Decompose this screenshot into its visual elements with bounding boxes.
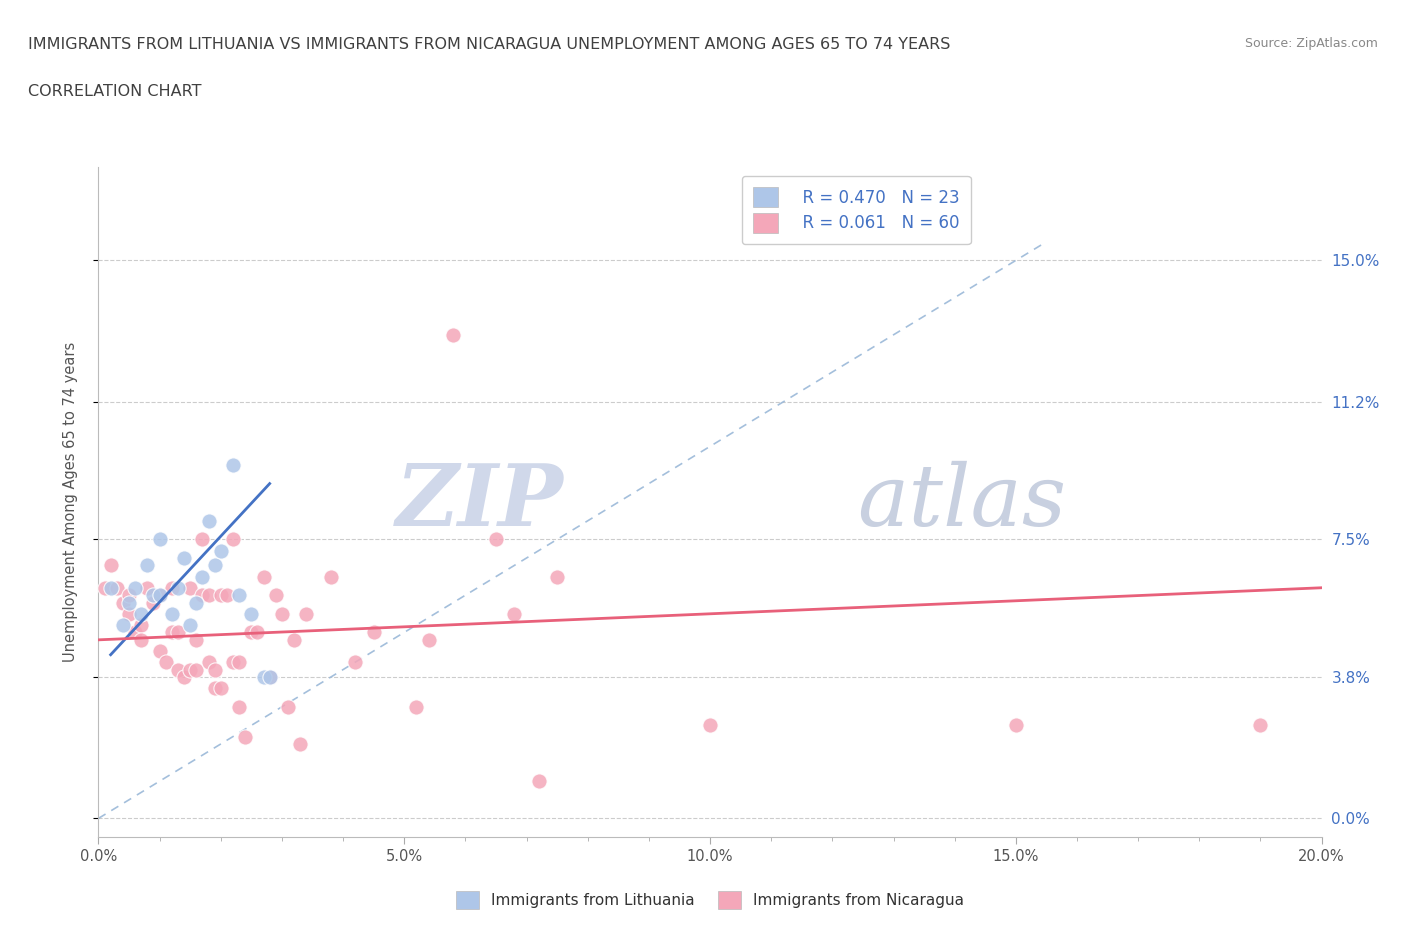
Point	[264, 588, 287, 603]
Point	[1004, 718, 1026, 733]
Point	[118, 588, 141, 603]
Point	[699, 718, 721, 733]
Point	[246, 625, 269, 640]
Point	[240, 606, 263, 621]
Point	[142, 595, 165, 610]
Point	[1249, 718, 1271, 733]
Point	[179, 618, 201, 632]
Point	[111, 618, 134, 632]
Point	[167, 580, 190, 595]
Point	[100, 580, 122, 595]
Point	[277, 699, 299, 714]
Point	[233, 729, 256, 744]
Point	[295, 606, 318, 621]
Point	[136, 558, 159, 573]
Y-axis label: Unemployment Among Ages 65 to 74 years: Unemployment Among Ages 65 to 74 years	[63, 342, 77, 662]
Point	[215, 588, 238, 603]
Point	[124, 580, 146, 595]
Point	[197, 588, 219, 603]
Text: CORRELATION CHART: CORRELATION CHART	[28, 84, 201, 99]
Point	[111, 595, 134, 610]
Point	[191, 569, 214, 584]
Point	[136, 580, 159, 595]
Point	[191, 588, 214, 603]
Point	[222, 655, 245, 670]
Point	[93, 580, 115, 595]
Text: ZIP: ZIP	[395, 460, 564, 544]
Point	[197, 513, 219, 528]
Point	[149, 588, 172, 603]
Point	[160, 625, 183, 640]
Point	[129, 606, 152, 621]
Point	[527, 774, 550, 789]
Text: IMMIGRANTS FROM LITHUANIA VS IMMIGRANTS FROM NICARAGUA UNEMPLOYMENT AMONG AGES 6: IMMIGRANTS FROM LITHUANIA VS IMMIGRANTS …	[28, 37, 950, 52]
Point	[173, 670, 195, 684]
Point	[405, 699, 427, 714]
Point	[204, 681, 226, 696]
Point	[240, 625, 263, 640]
Point	[259, 670, 281, 684]
Point	[290, 737, 312, 751]
Point	[503, 606, 526, 621]
Point	[418, 632, 440, 647]
Point	[270, 606, 292, 621]
Point	[129, 632, 152, 647]
Point	[441, 327, 464, 342]
Point	[179, 580, 201, 595]
Point	[167, 662, 190, 677]
Point	[546, 569, 568, 584]
Point	[155, 655, 177, 670]
Text: atlas: atlas	[856, 461, 1066, 543]
Point	[283, 632, 305, 647]
Point	[228, 655, 250, 670]
Point	[186, 595, 208, 610]
Point	[118, 595, 141, 610]
Point	[149, 532, 172, 547]
Point	[129, 618, 152, 632]
Point	[160, 580, 183, 595]
Point	[485, 532, 508, 547]
Point	[167, 625, 190, 640]
Point	[100, 558, 122, 573]
Point	[149, 588, 172, 603]
Point	[252, 670, 274, 684]
Point	[124, 625, 146, 640]
Point	[173, 551, 195, 565]
Point	[197, 655, 219, 670]
Point	[209, 543, 232, 558]
Point	[105, 580, 128, 595]
Point	[209, 681, 232, 696]
Point	[118, 606, 141, 621]
Point	[222, 532, 245, 547]
Point	[186, 662, 208, 677]
Point	[149, 644, 172, 658]
Point	[186, 632, 208, 647]
Point	[222, 458, 245, 472]
Point	[363, 625, 385, 640]
Point	[191, 532, 214, 547]
Text: Source: ZipAtlas.com: Source: ZipAtlas.com	[1244, 37, 1378, 50]
Point	[142, 588, 165, 603]
Point	[179, 662, 201, 677]
Point	[228, 588, 250, 603]
Point	[209, 588, 232, 603]
Point	[228, 699, 250, 714]
Point	[204, 662, 226, 677]
Point	[160, 606, 183, 621]
Point	[319, 569, 342, 584]
Point	[259, 670, 281, 684]
Legend: Immigrants from Lithuania, Immigrants from Nicaragua: Immigrants from Lithuania, Immigrants fr…	[449, 884, 972, 916]
Point	[204, 558, 226, 573]
Point	[344, 655, 367, 670]
Point	[252, 569, 274, 584]
